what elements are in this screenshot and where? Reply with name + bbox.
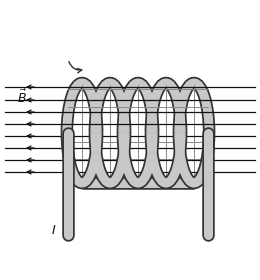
Text: $\vec{B}$: $\vec{B}$ xyxy=(17,88,27,106)
Text: $I$: $I$ xyxy=(51,223,57,237)
